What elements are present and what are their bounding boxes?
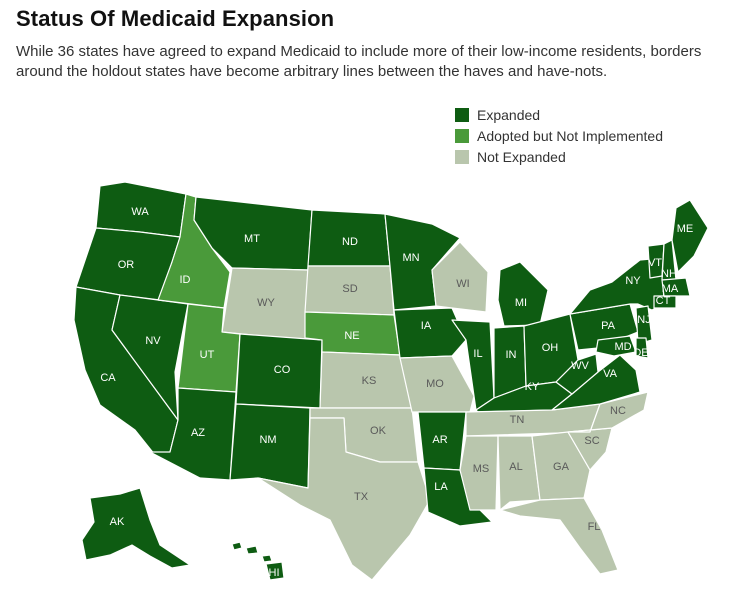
- label-ma: MA: [662, 283, 679, 295]
- label-ut: UT: [200, 349, 215, 361]
- label-ny: NY: [625, 275, 641, 287]
- label-pa: PA: [601, 320, 616, 332]
- label-co: CO: [274, 364, 291, 376]
- label-wa: WA: [131, 206, 149, 218]
- legend-item-expanded: Expanded: [455, 104, 663, 125]
- state-me[interactable]: [671, 199, 709, 273]
- label-or: OR: [118, 259, 135, 271]
- label-md: MD: [614, 341, 631, 353]
- label-ct: CT: [656, 295, 671, 307]
- legend-swatch-not-expanded: [455, 149, 469, 164]
- state-de[interactable]: [635, 337, 649, 359]
- label-va: VA: [603, 368, 618, 380]
- label-hi: HI: [269, 567, 280, 579]
- state-az[interactable]: [149, 387, 237, 481]
- state-ms[interactable]: [459, 435, 499, 511]
- label-oh: OH: [542, 342, 559, 354]
- label-ia: IA: [421, 320, 432, 332]
- state-mo[interactable]: [399, 355, 475, 413]
- label-al: AL: [509, 461, 522, 473]
- state-md[interactable]: [595, 335, 637, 357]
- state-nj[interactable]: [635, 305, 653, 345]
- label-nd: ND: [342, 236, 358, 248]
- label-nv: NV: [145, 335, 161, 347]
- label-mi: MI: [515, 297, 527, 309]
- state-wv[interactable]: [555, 353, 599, 395]
- state-ma[interactable]: [661, 277, 691, 297]
- label-ar: AR: [432, 434, 447, 446]
- label-tn: TN: [510, 414, 525, 426]
- label-vt: VT: [648, 257, 662, 269]
- legend-item-adopted: Adopted but Not Implemented: [455, 125, 663, 146]
- state-fl[interactable]: [499, 497, 619, 575]
- label-ms: MS: [473, 463, 490, 475]
- label-fl: FL: [588, 521, 601, 533]
- label-mo: MO: [426, 378, 444, 390]
- state-mi[interactable]: [497, 261, 549, 327]
- label-ok: OK: [370, 425, 387, 437]
- legend-label-adopted: Adopted but Not Implemented: [477, 127, 664, 144]
- state-al[interactable]: [497, 435, 541, 511]
- state-hi[interactable]: [231, 541, 285, 581]
- legend-label-expanded: Expanded: [477, 106, 541, 123]
- label-mt: MT: [244, 233, 260, 245]
- legend-swatch-expanded: [455, 107, 469, 122]
- label-mn: MN: [402, 252, 419, 264]
- legend-swatch-adopted: [455, 128, 469, 143]
- label-ky: KY: [525, 381, 540, 393]
- map-subtitle: While 36 states have agreed to expand Me…: [16, 43, 702, 80]
- label-nj: NJ: [637, 314, 650, 326]
- label-ne: NE: [344, 330, 359, 342]
- label-de: DE: [633, 347, 648, 359]
- label-nc: NC: [610, 405, 626, 417]
- state-ga[interactable]: [531, 431, 591, 501]
- label-ga: GA: [553, 461, 570, 473]
- label-wi: WI: [456, 278, 469, 290]
- label-la: LA: [434, 481, 448, 493]
- label-tx: TX: [354, 491, 369, 503]
- label-me: ME: [677, 223, 694, 235]
- label-ak: AK: [110, 516, 125, 528]
- label-wy: WY: [257, 297, 275, 309]
- label-sc: SC: [584, 435, 599, 447]
- label-wv: WV: [571, 360, 589, 372]
- legend: Expanded Adopted but Not Implemented Not…: [455, 104, 663, 167]
- state-nm[interactable]: [229, 403, 311, 489]
- state-tx[interactable]: [257, 417, 431, 581]
- label-ks: KS: [362, 375, 377, 387]
- label-nh: NH: [661, 268, 677, 280]
- map-title: Status Of Medicaid Expansion: [16, 6, 335, 31]
- state-ct[interactable]: [653, 295, 677, 309]
- label-ca: CA: [100, 372, 116, 384]
- label-id: ID: [180, 274, 191, 286]
- label-in: IN: [506, 349, 517, 361]
- label-az: AZ: [191, 427, 205, 439]
- label-sd: SD: [342, 283, 357, 295]
- legend-item-not-expanded: Not Expanded: [455, 146, 663, 167]
- state-ak[interactable]: [81, 487, 191, 569]
- legend-label-not-expanded: Not Expanded: [477, 148, 566, 165]
- label-nm: NM: [259, 434, 276, 446]
- state-wi[interactable]: [431, 241, 489, 313]
- state-ia[interactable]: [393, 307, 467, 359]
- label-il: IL: [473, 348, 482, 360]
